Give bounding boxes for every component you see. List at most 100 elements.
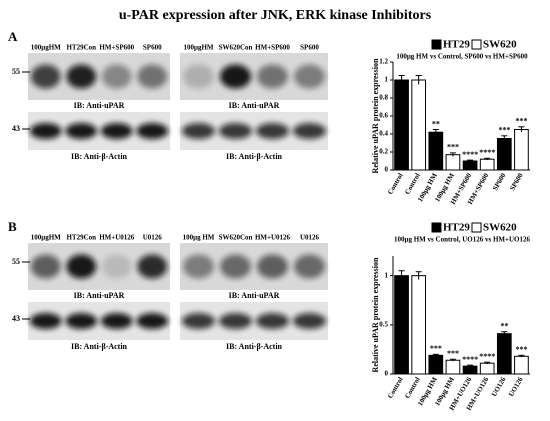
- band: [30, 64, 61, 89]
- legend-label: HT29: [443, 39, 470, 51]
- band: [182, 64, 215, 89]
- y-tick-label: 1: [385, 271, 389, 279]
- panel-label: A: [8, 29, 18, 44]
- band: [218, 123, 253, 139]
- significance: ***: [515, 117, 527, 126]
- band: [137, 254, 168, 279]
- y-tick-label: 0: [385, 370, 389, 378]
- band: [256, 254, 289, 279]
- band: [136, 313, 169, 329]
- band: [66, 64, 97, 89]
- band: [181, 313, 216, 329]
- x-tick-label: SP600: [491, 171, 508, 192]
- band: [255, 123, 290, 139]
- significance: **: [432, 119, 440, 128]
- blot-caption: IB: Anti-uPAR: [74, 101, 125, 110]
- band: [101, 254, 132, 279]
- lane-label: HT29Con: [66, 44, 96, 52]
- chart-subtitle: 100μg HM vs Control, UO126 vs HM+UO126: [394, 236, 530, 244]
- lane-label: HM+U0126: [99, 234, 135, 242]
- figure-title: u-PAR expression after JNK, ERK kinase I…: [119, 8, 432, 23]
- significance: ***: [430, 344, 442, 353]
- y-tick-label: 0.6: [379, 112, 388, 120]
- band: [293, 254, 326, 279]
- lane-label: SP600: [300, 44, 319, 52]
- lane-label: SP600: [143, 44, 162, 52]
- y-tick-label: 0.4: [379, 130, 388, 138]
- bar: [479, 362, 495, 375]
- legend-swatch: [471, 222, 482, 233]
- bar: [496, 333, 512, 375]
- y-tick-label: 0: [385, 166, 389, 174]
- bar: [462, 365, 478, 375]
- lane-label: 100μgHM: [31, 44, 61, 52]
- band: [65, 123, 98, 139]
- band: [256, 64, 289, 89]
- band: [29, 123, 62, 139]
- band: [66, 254, 97, 279]
- lane-label: SW620Con: [219, 234, 253, 242]
- bar: [514, 129, 529, 171]
- bar: [428, 354, 444, 375]
- bar: [428, 131, 444, 171]
- bar: [394, 275, 409, 375]
- lane-label: 100μgHM: [31, 234, 61, 242]
- band: [65, 313, 98, 329]
- panel-label: B: [8, 219, 17, 234]
- band: [292, 123, 327, 139]
- band: [182, 254, 215, 279]
- y-tick-label: 0.2: [379, 148, 388, 156]
- bar: [445, 154, 461, 171]
- lane-label: HT29Con: [66, 234, 96, 242]
- mw-marker: 55: [12, 67, 20, 76]
- band: [100, 313, 133, 329]
- band: [137, 64, 168, 89]
- y-axis-label: Relative uPAR protein expression: [371, 58, 380, 173]
- band: [181, 123, 216, 139]
- legend-swatch: [431, 222, 442, 233]
- blot-caption: IB: Anti-β-Actin: [71, 152, 128, 161]
- band: [219, 64, 252, 89]
- significance: ***: [447, 349, 459, 358]
- mw-marker: 55: [12, 257, 20, 266]
- x-tick-label: Control: [386, 376, 405, 400]
- bar: [479, 158, 495, 171]
- significance: ****: [462, 150, 478, 159]
- band: [100, 123, 133, 139]
- significance: ***: [447, 143, 459, 152]
- lane-label: 100μgHM: [183, 44, 213, 52]
- mw-marker: 43: [12, 314, 20, 323]
- lane-label: SW620Con: [219, 44, 253, 52]
- y-tick-label: 1.2: [379, 58, 388, 66]
- bar: [411, 275, 427, 375]
- band: [293, 64, 326, 89]
- bar: [462, 160, 478, 171]
- band: [292, 313, 327, 329]
- blot-caption: IB: Anti-β-Actin: [226, 152, 283, 161]
- lane-label: HM+SP600: [99, 44, 134, 52]
- y-axis-label: Relative uPAR protein expression: [371, 257, 380, 372]
- blot-caption: IB: Anti-β-Actin: [226, 342, 283, 351]
- legend-label: SW620: [483, 39, 517, 51]
- band: [219, 254, 252, 279]
- band: [29, 313, 62, 329]
- y-tick-label: 1: [385, 76, 389, 84]
- chart-subtitle: 100μg HM vs Control, SP600 vs HM+SP600: [396, 53, 528, 61]
- band: [101, 64, 132, 89]
- legend-label: HT29: [443, 222, 470, 234]
- lane-label: U0126: [300, 234, 320, 242]
- band: [255, 313, 290, 329]
- significance: **: [500, 322, 508, 331]
- lane-label: HM+SP600: [255, 44, 290, 52]
- legend-swatch: [471, 39, 482, 50]
- blot-caption: IB: Anti-uPAR: [229, 291, 280, 300]
- significance: ****: [479, 352, 495, 361]
- bar: [496, 138, 512, 171]
- bar: [514, 355, 529, 375]
- blot-caption: IB: Anti-β-Actin: [71, 342, 128, 351]
- band: [30, 254, 61, 279]
- bar: [445, 359, 461, 375]
- x-tick-label: Control: [386, 172, 405, 196]
- significance: ****: [462, 355, 478, 364]
